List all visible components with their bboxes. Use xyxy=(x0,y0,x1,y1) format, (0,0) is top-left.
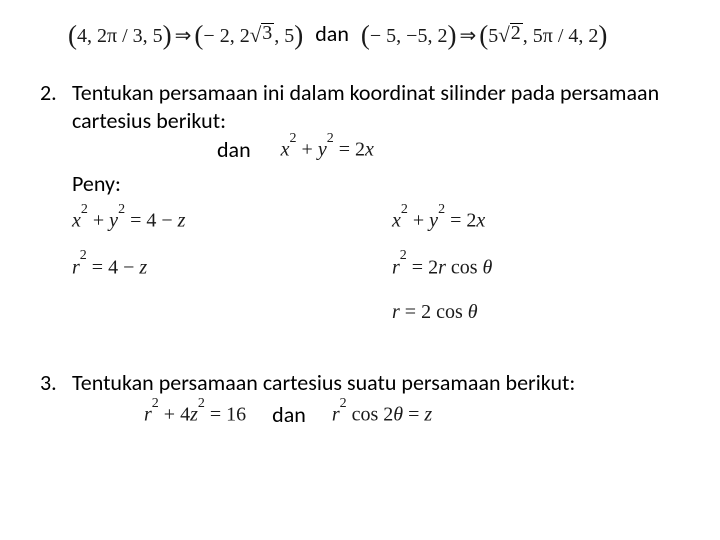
item-2-text: Tentukan persamaan ini dalam koordinat s… xyxy=(72,79,680,134)
item-2-number: 2. xyxy=(40,79,72,325)
item-2-inline-row: dan x2 + y2 = 2x xyxy=(72,136,680,164)
top-left-tuple: 4, 2π / 3, 5 xyxy=(77,25,163,47)
top-left-sqrt: 3 xyxy=(261,23,274,43)
item-3-eq-right: r2 cos 2θ = z xyxy=(332,401,432,428)
item-2-equation-grid: x2 + y2 = 4 − z r2 = 4 − z x2 + y2 = 2x … xyxy=(72,207,680,325)
item-2: 2. Tentukan persamaan ini dalam koordina… xyxy=(40,79,680,325)
item-2-eq-right: x2 + y2 = 2x xyxy=(281,136,374,163)
item-2-peny: Peny: xyxy=(72,170,680,198)
top-right-pre: 5 xyxy=(488,25,498,47)
eq-col-left: x2 + y2 = 4 − z r2 = 4 − z xyxy=(72,207,392,325)
top-equation-row: (4, 2π / 3, 5)⇒(− 2, 2√3, 5) dan (− 5, −… xyxy=(68,18,680,49)
item-3: 3. Tentukan persamaan cartesius suatu pe… xyxy=(40,369,680,428)
item-2-body: Tentukan persamaan ini dalam koordinat s… xyxy=(72,79,680,325)
item-3-inline-row: r2 + 4z2 = 16 dan r2 cos 2θ = z xyxy=(72,401,680,429)
top-right-expr: (− 5, −5, 2)⇒(5√2, 5π / 4, 2) xyxy=(361,18,608,49)
top-right-mid: , 5π / 4, 2 xyxy=(523,25,599,47)
item-3-dan: dan xyxy=(272,401,306,429)
eq-r3: r = 2 cos θ xyxy=(392,300,652,325)
eq-l2: r2 = 4 − z xyxy=(72,254,392,281)
eq-r1: x2 + y2 = 2x xyxy=(392,207,652,234)
item-2-dan: dan xyxy=(217,136,251,164)
top-left-post: , 5 xyxy=(274,25,294,47)
top-right-sqrt: 2 xyxy=(510,23,523,43)
item-3-text: Tentukan persamaan cartesius suatu persa… xyxy=(72,369,680,397)
eq-l1: x2 + y2 = 4 − z xyxy=(72,207,392,234)
eq-col-right: x2 + y2 = 2x r2 = 2r cos θ r = 2 cos θ xyxy=(392,207,652,325)
top-left-expr: (4, 2π / 3, 5)⇒(− 2, 2√3, 5) xyxy=(68,18,303,49)
top-left-pre: − 2, 2 xyxy=(203,25,249,47)
top-right-tuple: − 5, −5, 2 xyxy=(370,25,448,47)
eq-r2: r2 = 2r cos θ xyxy=(392,254,652,281)
item-3-body: Tentukan persamaan cartesius suatu persa… xyxy=(72,369,680,428)
item-3-number: 3. xyxy=(40,369,72,428)
top-dan: dan xyxy=(315,20,349,47)
item-3-eq-left: r2 + 4z2 = 16 xyxy=(144,401,246,428)
